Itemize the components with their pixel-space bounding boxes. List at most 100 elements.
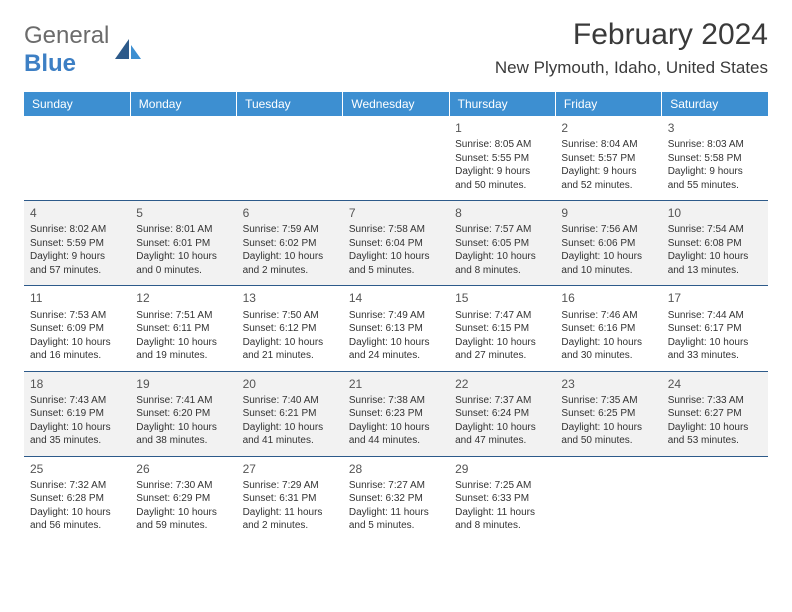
sunrise-line: Sunrise: 7:54 AM <box>668 223 762 237</box>
day-number: 6 <box>243 205 337 221</box>
weekday-header: Friday <box>555 92 661 116</box>
day-number: 20 <box>243 376 337 392</box>
sunset-line: Sunset: 6:04 PM <box>349 237 443 251</box>
calendar-day-cell: 16Sunrise: 7:46 AMSunset: 6:16 PMDayligh… <box>555 286 661 371</box>
logo: General Blue <box>24 22 143 78</box>
day-number: 23 <box>561 376 655 392</box>
calendar-day-cell: 10Sunrise: 7:54 AMSunset: 6:08 PMDayligh… <box>662 201 768 286</box>
daylight-line: Daylight: 10 hours and 13 minutes. <box>668 250 762 277</box>
sunset-line: Sunset: 6:29 PM <box>136 492 230 506</box>
logo-word-2: Blue <box>24 50 76 77</box>
sunrise-line: Sunrise: 7:47 AM <box>455 309 549 323</box>
day-number: 4 <box>30 205 124 221</box>
day-number: 26 <box>136 461 230 477</box>
logo-sail-icon <box>113 37 143 63</box>
calendar-day-cell <box>24 116 130 201</box>
sunset-line: Sunset: 6:19 PM <box>30 407 124 421</box>
sunrise-line: Sunrise: 7:57 AM <box>455 223 549 237</box>
sunset-line: Sunset: 5:59 PM <box>30 237 124 251</box>
calendar-day-cell: 27Sunrise: 7:29 AMSunset: 6:31 PMDayligh… <box>237 456 343 541</box>
daylight-line: Daylight: 9 hours and 55 minutes. <box>668 165 762 192</box>
sunset-line: Sunset: 6:11 PM <box>136 322 230 336</box>
day-number: 25 <box>30 461 124 477</box>
calendar-week-row: 1Sunrise: 8:05 AMSunset: 5:55 PMDaylight… <box>24 116 768 201</box>
sunrise-line: Sunrise: 7:41 AM <box>136 394 230 408</box>
sunset-line: Sunset: 6:21 PM <box>243 407 337 421</box>
sunset-line: Sunset: 6:25 PM <box>561 407 655 421</box>
day-number: 3 <box>668 120 762 136</box>
calendar-day-cell: 17Sunrise: 7:44 AMSunset: 6:17 PMDayligh… <box>662 286 768 371</box>
title-block: February 2024 New Plymouth, Idaho, Unite… <box>495 18 768 78</box>
calendar-day-cell: 4Sunrise: 8:02 AMSunset: 5:59 PMDaylight… <box>24 201 130 286</box>
calendar-day-cell <box>343 116 449 201</box>
sunrise-line: Sunrise: 7:33 AM <box>668 394 762 408</box>
sunrise-line: Sunrise: 7:50 AM <box>243 309 337 323</box>
daylight-line: Daylight: 10 hours and 10 minutes. <box>561 250 655 277</box>
weekday-header: Saturday <box>662 92 768 116</box>
sunset-line: Sunset: 6:31 PM <box>243 492 337 506</box>
sunset-line: Sunset: 5:55 PM <box>455 152 549 166</box>
daylight-line: Daylight: 11 hours and 8 minutes. <box>455 506 549 533</box>
sunset-line: Sunset: 5:58 PM <box>668 152 762 166</box>
sunset-line: Sunset: 6:27 PM <box>668 407 762 421</box>
calendar-day-cell <box>237 116 343 201</box>
day-number: 10 <box>668 205 762 221</box>
daylight-line: Daylight: 10 hours and 24 minutes. <box>349 336 443 363</box>
daylight-line: Daylight: 10 hours and 38 minutes. <box>136 421 230 448</box>
calendar-day-cell: 23Sunrise: 7:35 AMSunset: 6:25 PMDayligh… <box>555 371 661 456</box>
sunrise-line: Sunrise: 8:03 AM <box>668 138 762 152</box>
calendar-week-row: 18Sunrise: 7:43 AMSunset: 6:19 PMDayligh… <box>24 371 768 456</box>
sunrise-line: Sunrise: 7:40 AM <box>243 394 337 408</box>
sunset-line: Sunset: 6:23 PM <box>349 407 443 421</box>
daylight-line: Daylight: 9 hours and 50 minutes. <box>455 165 549 192</box>
sunset-line: Sunset: 6:16 PM <box>561 322 655 336</box>
day-number: 29 <box>455 461 549 477</box>
calendar-day-cell: 7Sunrise: 7:58 AMSunset: 6:04 PMDaylight… <box>343 201 449 286</box>
daylight-line: Daylight: 10 hours and 47 minutes. <box>455 421 549 448</box>
sunrise-line: Sunrise: 8:05 AM <box>455 138 549 152</box>
daylight-line: Daylight: 10 hours and 56 minutes. <box>30 506 124 533</box>
daylight-line: Daylight: 10 hours and 5 minutes. <box>349 250 443 277</box>
day-number: 2 <box>561 120 655 136</box>
sunset-line: Sunset: 6:15 PM <box>455 322 549 336</box>
day-number: 8 <box>455 205 549 221</box>
sunrise-line: Sunrise: 7:51 AM <box>136 309 230 323</box>
sunrise-line: Sunrise: 7:30 AM <box>136 479 230 493</box>
daylight-line: Daylight: 10 hours and 44 minutes. <box>349 421 443 448</box>
day-number: 17 <box>668 290 762 306</box>
month-title: February 2024 <box>495 18 768 52</box>
day-number: 21 <box>349 376 443 392</box>
sunset-line: Sunset: 6:33 PM <box>455 492 549 506</box>
day-number: 7 <box>349 205 443 221</box>
weekday-header: Sunday <box>24 92 130 116</box>
calendar-day-cell: 3 Sunrise: 8:03 AMSunset: 5:58 PMDaylight… <box>662 116 768 201</box>
sunrise-line: Sunrise: 7:38 AM <box>349 394 443 408</box>
sunset-line: Sunset: 6:32 PM <box>349 492 443 506</box>
daylight-line: Daylight: 10 hours and 59 minutes. <box>136 506 230 533</box>
calendar-day-cell: 5Sunrise: 8:01 AMSunset: 6:01 PMDaylight… <box>130 201 236 286</box>
calendar-day-cell <box>130 116 236 201</box>
calendar-week-row: 11Sunrise: 7:53 AMSunset: 6:09 PMDayligh… <box>24 286 768 371</box>
calendar-week-row: 25Sunrise: 7:32 AMSunset: 6:28 PMDayligh… <box>24 456 768 541</box>
daylight-line: Daylight: 11 hours and 2 minutes. <box>243 506 337 533</box>
sunrise-line: Sunrise: 7:29 AM <box>243 479 337 493</box>
daylight-line: Daylight: 10 hours and 41 minutes. <box>243 421 337 448</box>
logo-text: General Blue <box>24 22 109 78</box>
weekday-header: Monday <box>130 92 236 116</box>
day-number: 16 <box>561 290 655 306</box>
calendar-day-cell: 24Sunrise: 7:33 AMSunset: 6:27 PMDayligh… <box>662 371 768 456</box>
sunrise-line: Sunrise: 7:37 AM <box>455 394 549 408</box>
sunset-line: Sunset: 6:09 PM <box>30 322 124 336</box>
calendar-day-cell: 6Sunrise: 7:59 AMSunset: 6:02 PMDaylight… <box>237 201 343 286</box>
daylight-line: Daylight: 10 hours and 16 minutes. <box>30 336 124 363</box>
calendar-table: SundayMondayTuesdayWednesdayThursdayFrid… <box>24 92 768 541</box>
daylight-line: Daylight: 10 hours and 2 minutes. <box>243 250 337 277</box>
day-number: 15 <box>455 290 549 306</box>
weekday-header: Tuesday <box>237 92 343 116</box>
sunrise-line: Sunrise: 7:49 AM <box>349 309 443 323</box>
sunset-line: Sunset: 6:13 PM <box>349 322 443 336</box>
daylight-line: Daylight: 9 hours and 57 minutes. <box>30 250 124 277</box>
calendar-day-cell <box>662 456 768 541</box>
sunrise-line: Sunrise: 7:43 AM <box>30 394 124 408</box>
daylight-line: Daylight: 10 hours and 21 minutes. <box>243 336 337 363</box>
